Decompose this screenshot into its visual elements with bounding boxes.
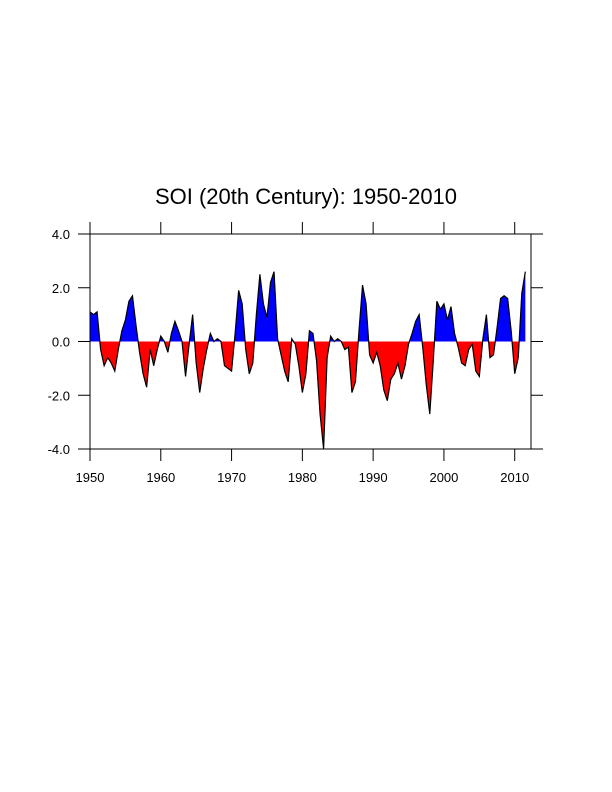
x-tick-label: 1970	[217, 470, 246, 485]
x-tick-label: 1980	[288, 470, 317, 485]
y-tick-label: 0.0	[52, 335, 70, 350]
soi-line	[89, 271, 526, 450]
y-tick-label: -2.0	[48, 388, 70, 403]
x-tick-label: 1960	[146, 470, 175, 485]
positive-area	[90, 271, 526, 342]
x-tick-label: 2000	[429, 470, 458, 485]
negative-area	[90, 341, 526, 449]
x-tick-label: 1990	[359, 470, 388, 485]
y-tick-label: 2.0	[52, 281, 70, 296]
chart-title: SOI (20th Century): 1950-2010	[155, 184, 457, 209]
x-tick-label: 2010	[500, 470, 529, 485]
x-tick-label: 1950	[76, 470, 105, 485]
y-tick-label: -4.0	[48, 442, 70, 457]
y-tick-label: 4.0	[52, 227, 70, 242]
